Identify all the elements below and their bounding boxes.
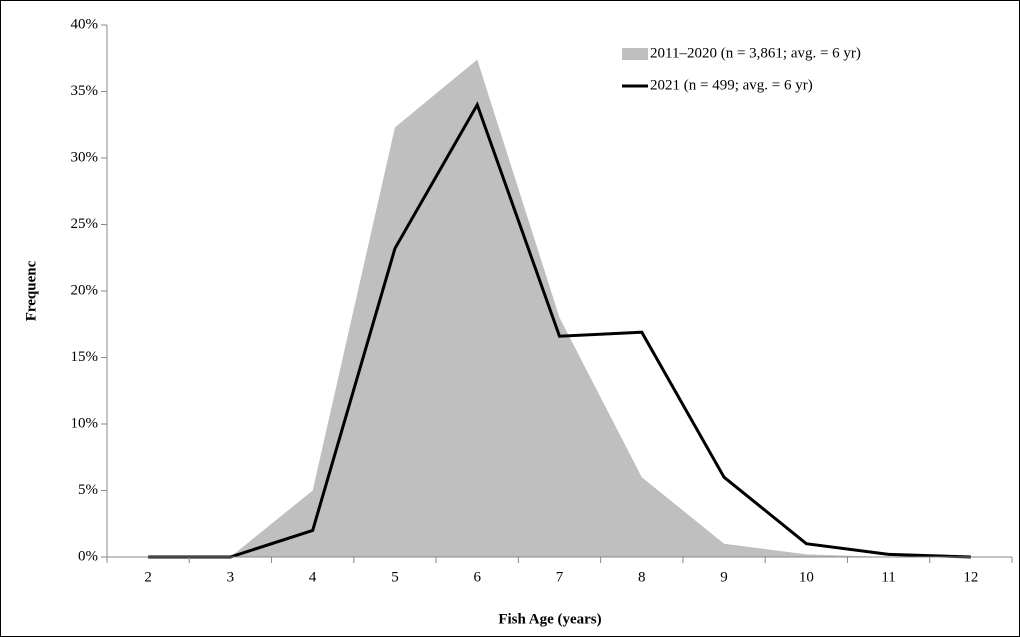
x-tick-label: 3 (227, 569, 235, 585)
legend-label: 2021 (n = 499; avg. = 6 yr) (650, 77, 813, 93)
x-tick-label: 4 (309, 569, 317, 585)
x-tick-label: 6 (473, 569, 481, 585)
y-tick-label: 5% (78, 482, 98, 498)
area (148, 59, 971, 557)
x-tick-label: 2 (144, 569, 152, 585)
line (148, 101, 971, 559)
x-tick-label: 8 (638, 569, 646, 585)
x-axis-title: Fish Age (years) (498, 611, 601, 627)
legend-swatch (622, 48, 648, 60)
y-axis-title: Frequenc (23, 260, 39, 321)
legend-label: 2011–2020 (n = 3,861; avg. = 6 yr) (650, 45, 861, 61)
y-tick-label: 0% (78, 548, 98, 564)
x-tick-label: 10 (799, 569, 814, 585)
x-tick-label: 7 (556, 569, 564, 585)
x-tick-label: 9 (720, 569, 728, 585)
y-tick-label: 30% (71, 149, 99, 165)
x-tick-label: 11 (881, 569, 895, 585)
x-tick-label: 5 (391, 569, 399, 585)
y-tick-label: 15% (71, 349, 99, 365)
y-tick-label: 25% (71, 216, 99, 232)
y-tick-label: 40% (71, 16, 99, 32)
y-tick-label: 10% (71, 415, 99, 431)
x-tick-label: 12 (963, 569, 978, 585)
y-tick-label: 20% (71, 282, 99, 298)
y-tick-label: 35% (71, 83, 99, 99)
